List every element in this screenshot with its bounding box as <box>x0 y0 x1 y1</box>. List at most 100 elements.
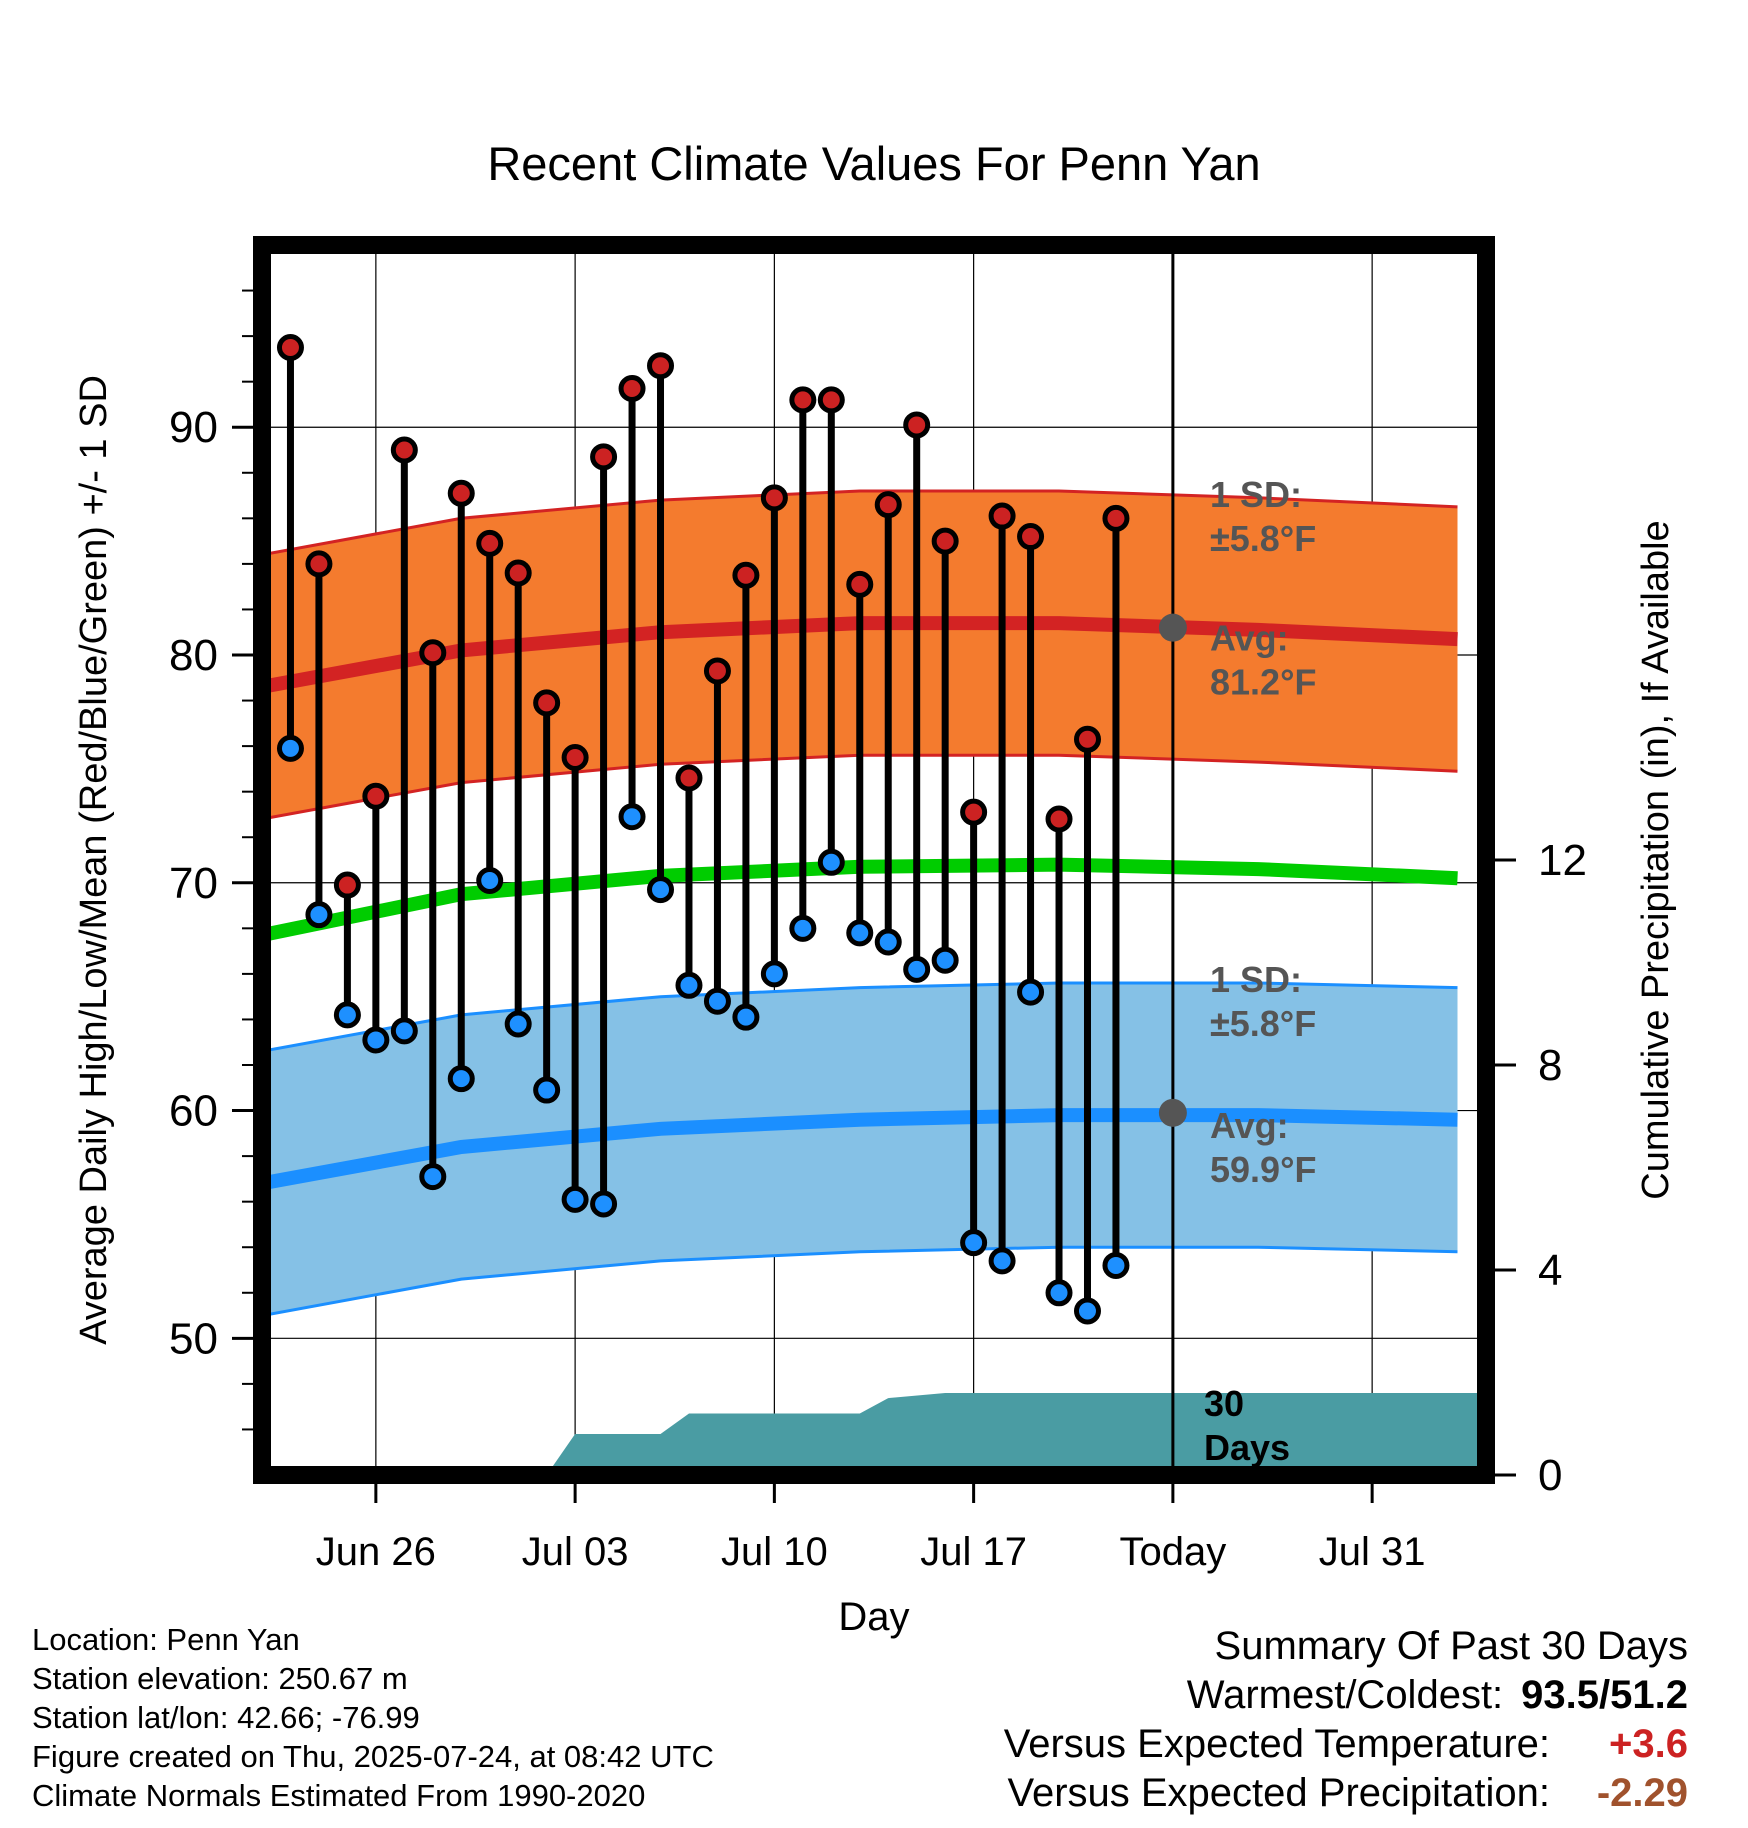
chart-title: Recent Climate Values For Penn Yan <box>487 137 1260 190</box>
daily-low-point <box>931 946 959 974</box>
daily-low-point <box>419 1163 447 1191</box>
daily-high-point <box>333 871 361 899</box>
daily-low-point <box>647 876 675 904</box>
daily-low-point <box>276 734 304 762</box>
daily-high-point <box>874 491 902 519</box>
x-tick-label: Jul 03 <box>522 1530 629 1574</box>
daily-low-point <box>1073 1297 1101 1325</box>
daily-high-point <box>903 411 931 439</box>
daily-high-point <box>732 561 760 589</box>
daily-low-point <box>960 1229 988 1257</box>
daily-low-point <box>703 987 731 1015</box>
daily-low-point <box>817 848 845 876</box>
daily-high-point <box>447 479 475 507</box>
daily-low-point <box>561 1185 589 1213</box>
low-avg-label: Avg: <box>1210 1105 1289 1146</box>
days-count-label: 30 <box>1204 1383 1244 1424</box>
daily-low-point <box>675 971 703 999</box>
daily-low-point <box>1102 1251 1130 1279</box>
y2-tick-label: 12 <box>1538 836 1587 885</box>
y2-axis-label: Cumulative Precipitation (in), If Availa… <box>1635 520 1677 1199</box>
daily-high-point <box>305 550 333 578</box>
daily-low-point <box>476 867 504 894</box>
daily-high-point <box>476 529 504 557</box>
daily-high-point <box>988 502 1016 530</box>
y-tick-label: 90 <box>169 403 218 452</box>
daily-low-point <box>988 1247 1016 1275</box>
low-avg-marker <box>1158 1098 1187 1127</box>
days-unit-label: Days <box>1204 1427 1290 1468</box>
x-tick-label: Jul 10 <box>721 1530 828 1574</box>
x-tick-label: Jul 17 <box>920 1530 1027 1574</box>
low-sd-band <box>262 983 1458 1316</box>
temp-anomaly-value: +3.6 <box>1609 1722 1688 1766</box>
high-avg-label: Avg: <box>1210 617 1289 658</box>
y-tick-label: 60 <box>169 1087 218 1136</box>
normals-text: Climate Normals Estimated From 1990-2020 <box>32 1778 646 1813</box>
precip-anomaly-label: Versus Expected Precipitation: <box>1007 1771 1550 1815</box>
daily-low-point <box>504 1010 532 1038</box>
daily-low-point <box>305 901 333 929</box>
high-avg-marker <box>1158 613 1187 642</box>
summary-temp-row: Versus Expected Temperature: +3.6 <box>1004 1720 1688 1769</box>
plot-frame <box>253 236 1495 1484</box>
daily-low-point <box>874 928 902 956</box>
x-tick-label: Jul 31 <box>1319 1530 1426 1574</box>
low-avg-value: 59.9°F <box>1210 1149 1316 1190</box>
daily-high-point <box>362 782 390 810</box>
daily-low-point <box>732 1003 760 1031</box>
precip-anomaly-value: -2.29 <box>1596 1771 1688 1815</box>
daily-high-point <box>817 386 845 414</box>
daily-high-point <box>561 744 589 771</box>
daily-high-point <box>1102 504 1130 532</box>
daily-high-point <box>276 334 304 361</box>
daily-high-point <box>675 764 703 792</box>
precipitation-area <box>262 1393 1486 1475</box>
daily-low-point <box>390 1017 418 1045</box>
daily-high-point <box>419 639 447 667</box>
daily-high-point <box>647 352 675 380</box>
daily-low-point <box>362 1026 390 1054</box>
daily-low-point <box>618 803 646 831</box>
low-sd-value: ±5.8°F <box>1210 1003 1316 1044</box>
daily-low-point <box>846 919 874 947</box>
created-text: Figure created on Thu, 2025-07-24, at 08… <box>32 1739 714 1774</box>
daily-high-point <box>390 436 418 464</box>
daily-high-point <box>789 386 817 414</box>
daily-low-point <box>1017 978 1045 1006</box>
cumulative-precip-area <box>262 1393 1486 1475</box>
daily-high-point <box>618 375 646 402</box>
daily-high-point <box>846 570 874 598</box>
warmest-value: 93.5/51.2 <box>1521 1673 1688 1717</box>
x-axis-label: Day <box>838 1595 909 1639</box>
axes: 50 60 70 80 90 0 4 8 12 Jun 26 Jul 03 Jul 10 Jul 17 T… <box>169 289 1587 1574</box>
x-tick-label: Today <box>1120 1530 1227 1574</box>
daily-high-point <box>1073 725 1101 753</box>
summary-title: Summary Of Past 30 Days <box>1214 1624 1688 1668</box>
temp-anomaly-label: Versus Expected Temperature: <box>1003 1722 1550 1766</box>
daily-low-point <box>789 914 817 942</box>
daily-low-point <box>1045 1279 1073 1307</box>
y-tick-label: 70 <box>169 859 218 908</box>
daily-high-point <box>1017 523 1045 551</box>
daily-low-point <box>333 1001 361 1029</box>
daily-low-point <box>903 955 931 983</box>
low-band-lower-edge <box>262 1245 1458 1318</box>
high-avg-value: 81.2°F <box>1210 661 1316 702</box>
x-tick-label: Jun 26 <box>316 1530 436 1574</box>
daily-high-point <box>931 527 959 555</box>
daily-high-point <box>590 443 618 471</box>
y-tick-label: 50 <box>169 1314 218 1363</box>
summary-precip-row: Versus Expected Precipitation: -2.29 <box>1004 1769 1688 1818</box>
station-info: Location: Penn Yan Station elevation: 25… <box>32 1620 714 1815</box>
daily-low-point <box>590 1190 618 1218</box>
daily-high-point <box>760 484 788 512</box>
normal-low-line <box>262 1108 1458 1191</box>
daily-high-point <box>504 559 532 587</box>
warmest-label: Warmest/Coldest: <box>1186 1673 1504 1717</box>
daily-low-point <box>447 1065 475 1093</box>
daily-high-point <box>1045 805 1073 833</box>
